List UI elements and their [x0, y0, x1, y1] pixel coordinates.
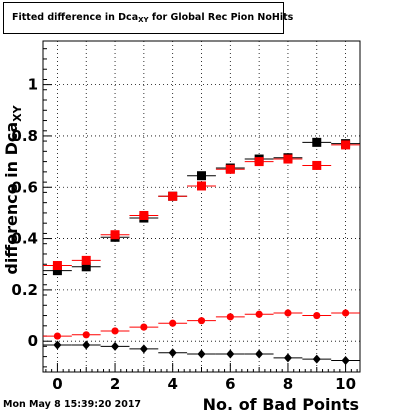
axis-ticks: 0 2 4 6 8 10 0 0.2 0.4 0.6 0.8 1	[11, 48, 358, 393]
data-point	[81, 255, 91, 265]
y-tick-label: 0.2	[11, 281, 38, 299]
data-point	[312, 137, 322, 147]
y-axis-label-subscript: XY	[11, 104, 24, 121]
data-point	[168, 348, 177, 358]
title-box: Fitted difference in DcaXY for Global Re…	[3, 2, 293, 34]
data-point	[169, 319, 177, 327]
x-tick-label: 10	[335, 375, 356, 393]
y-tick-label: 0.4	[11, 230, 38, 248]
data-point	[225, 164, 235, 174]
data-point	[111, 327, 119, 335]
series-2	[43, 140, 360, 271]
data-point	[341, 309, 350, 317]
data-point	[255, 310, 263, 318]
data-point	[197, 349, 206, 359]
data-point	[53, 340, 62, 350]
x-axis-label: No. of Bad Points	[203, 395, 359, 414]
data-point	[254, 157, 264, 167]
data-point	[226, 349, 235, 359]
data-point	[312, 354, 321, 364]
data-point	[140, 323, 148, 331]
data-point	[313, 311, 321, 320]
y-tick-label: 0.6	[11, 178, 38, 196]
chart-title-subscript: XY	[138, 16, 149, 24]
data-point	[110, 230, 120, 240]
data-point	[197, 171, 206, 181]
data-point	[312, 160, 322, 170]
data-point	[197, 181, 206, 191]
y-axis-label-main: difference in Dca	[2, 122, 21, 275]
chart-title-rest: for Global Rec Pion NoHits	[148, 12, 294, 23]
x-tick-label: 2	[110, 375, 120, 393]
x-tick-label: 8	[283, 375, 293, 393]
x-tick-label: 4	[167, 375, 177, 393]
series-3	[43, 309, 360, 340]
data-point	[139, 344, 148, 354]
timestamp: Mon May 8 15:39:20 2017	[3, 399, 142, 410]
data-point	[53, 332, 62, 340]
data-point	[168, 191, 178, 201]
data-point	[226, 313, 234, 321]
grid	[43, 41, 360, 372]
data-point	[283, 154, 293, 164]
y-tick-label: 1	[28, 76, 38, 94]
x-tick-label: 0	[52, 375, 62, 393]
data-point	[82, 331, 90, 339]
data-point	[255, 349, 264, 359]
y-axis-label: difference in DcaXY	[2, 104, 24, 274]
data-point	[341, 140, 351, 150]
data-point	[197, 317, 206, 325]
data-point	[82, 340, 91, 350]
series-4	[43, 340, 360, 365]
chart-title-main: Fitted difference in Dca	[12, 12, 139, 23]
data-point	[52, 261, 62, 271]
data-point	[283, 353, 292, 363]
data-point	[341, 355, 350, 365]
chart-title: Fitted difference in DcaXY for Global Re…	[12, 12, 293, 24]
series-1	[43, 137, 360, 276]
y-tick-label: 0.8	[11, 127, 38, 145]
y-tick-label: 0	[28, 332, 38, 350]
data-point	[139, 210, 149, 220]
data-point	[81, 262, 91, 272]
data-series	[43, 137, 360, 365]
data-point	[52, 266, 62, 276]
data-point	[111, 341, 120, 351]
x-tick-label: 6	[225, 375, 235, 393]
data-point	[284, 309, 292, 317]
